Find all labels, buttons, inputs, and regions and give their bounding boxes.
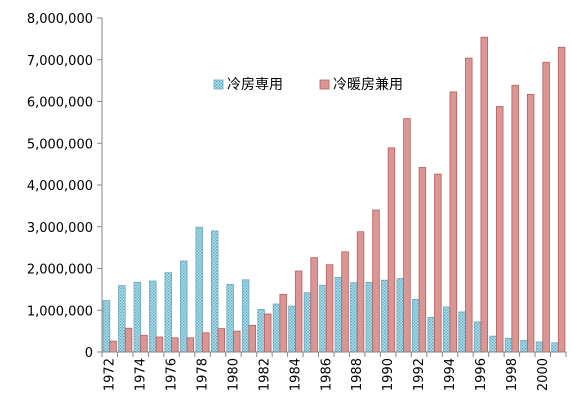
y-axis: 0 1,000,000 2,000,000 3,000,000 4,000,000 5,0… bbox=[27, 12, 103, 361]
x-tick-label: 2000 bbox=[536, 358, 551, 391]
bar-cooling-heating-1983 bbox=[279, 293, 287, 353]
bars bbox=[102, 36, 566, 353]
bar-cooling-heating-1989 bbox=[372, 209, 380, 353]
x-tick-label: 1992 bbox=[412, 358, 427, 391]
bar-cooling-only-1998 bbox=[504, 337, 513, 353]
y-tick-label: 2,000,000 bbox=[27, 263, 93, 278]
bar-cooling-only-1986 bbox=[319, 284, 327, 353]
bar-cooling-heating-2000 bbox=[542, 61, 550, 353]
bar-cooling-only-1978 bbox=[195, 226, 203, 353]
bar-cooling-only-1977 bbox=[180, 260, 188, 353]
bar-cooling-only-1999 bbox=[520, 339, 528, 353]
bar-cooling-heating-1973 bbox=[124, 327, 133, 353]
bar-cooling-heating-1994 bbox=[449, 91, 458, 353]
bar-cooling-heating-1998 bbox=[511, 84, 519, 353]
bar-cooling-only-1997 bbox=[489, 335, 497, 353]
y-tick-label: 6,000,000 bbox=[27, 96, 93, 111]
bar-cooling-only-1995 bbox=[458, 311, 466, 353]
x-tick-label: 1996 bbox=[474, 358, 489, 391]
bar-cooling-only-1980 bbox=[226, 283, 234, 353]
y-tick-label: 3,000,000 bbox=[27, 221, 93, 236]
bar-cooling-only-1994 bbox=[442, 306, 451, 353]
bar-cooling-only-1979 bbox=[210, 230, 219, 353]
bar-cooling-heating-1996 bbox=[480, 36, 488, 353]
bar-cooling-heating-1980 bbox=[233, 330, 241, 353]
y-tick-label: 4,000,000 bbox=[27, 179, 93, 194]
bar-cooling-heating-1987 bbox=[341, 251, 349, 353]
x-tick-label: 1994 bbox=[443, 358, 458, 391]
y-tick-label: 0 bbox=[85, 346, 93, 361]
bar-cooling-only-1981 bbox=[241, 279, 250, 353]
bar-cooling-heating-1977 bbox=[186, 337, 195, 353]
x-tick-label: 1976 bbox=[165, 358, 180, 391]
bar-cooling-heating-1972 bbox=[109, 340, 117, 353]
bar-cooling-only-2001 bbox=[551, 342, 559, 353]
bar-cooling-only-2000 bbox=[535, 341, 544, 353]
bar-cooling-only-1972 bbox=[102, 300, 111, 353]
bar-cooling-only-1983 bbox=[272, 303, 281, 353]
bar-cooling-only-1973 bbox=[118, 285, 126, 353]
bar-cooling-heating-1992 bbox=[418, 167, 427, 353]
bar-cooling-only-1993 bbox=[427, 316, 435, 353]
x-tick-label: 1982 bbox=[257, 358, 272, 391]
legend-swatch-cooling-only bbox=[213, 79, 224, 90]
x-tick-label: 1974 bbox=[134, 358, 149, 391]
bar-cooling-only-1987 bbox=[334, 276, 343, 353]
legend-label-cooling-heating: 冷暖房兼用 bbox=[333, 77, 403, 93]
y-tick-label: 7,000,000 bbox=[27, 54, 93, 69]
bar-cooling-heating-2001 bbox=[557, 46, 566, 353]
legend: 冷房専用 冷暖房兼用 bbox=[213, 77, 403, 93]
bar-cooling-heating-1988 bbox=[356, 231, 365, 353]
bar-cooling-heating-1999 bbox=[526, 94, 535, 353]
legend-label-cooling-only: 冷房専用 bbox=[227, 77, 283, 93]
legend-swatch-cooling-heating bbox=[319, 79, 330, 90]
bar-cooling-heating-1990 bbox=[387, 147, 396, 353]
bar-cooling-only-1975 bbox=[149, 280, 157, 353]
bar-cooling-only-1996 bbox=[473, 321, 482, 353]
bar-cooling-only-1976 bbox=[164, 272, 172, 353]
bar-cooling-heating-1978 bbox=[202, 332, 210, 353]
bar-cooling-heating-1984 bbox=[294, 270, 303, 353]
bar-cooling-heating-1976 bbox=[171, 337, 179, 353]
y-tick-label: 8,000,000 bbox=[27, 12, 93, 27]
bar-cooling-heating-1993 bbox=[434, 173, 442, 353]
x-tick-label: 1986 bbox=[319, 358, 334, 391]
y-tick-label: 1,000,000 bbox=[27, 304, 93, 319]
bar-cooling-heating-1979 bbox=[217, 328, 226, 353]
x-axis: 1972 1974 1976 1978 1980 1982 1984 1986 1988 1990… bbox=[101, 351, 567, 391]
bar-cooling-only-1982 bbox=[257, 309, 265, 353]
bar-cooling-heating-1981 bbox=[248, 324, 256, 353]
x-tick-label: 1988 bbox=[350, 358, 365, 391]
x-tick-label: 1998 bbox=[505, 358, 520, 391]
bar-cooling-only-1989 bbox=[365, 281, 374, 353]
bar-cooling-heating-1997 bbox=[495, 106, 504, 353]
bar-cooling-heating-1982 bbox=[263, 313, 272, 353]
bar-cooling-heating-1995 bbox=[465, 57, 473, 353]
bar-cooling-only-1991 bbox=[396, 278, 405, 353]
bar-cooling-heating-1991 bbox=[403, 118, 411, 353]
x-tick-label: 1978 bbox=[196, 358, 211, 391]
x-tick-label: 1980 bbox=[226, 358, 241, 391]
bar-cooling-only-1992 bbox=[412, 298, 420, 353]
bar-cooling-heating-1974 bbox=[140, 334, 148, 353]
bar-cooling-heating-1986 bbox=[325, 264, 334, 353]
y-tick-label: 5,000,000 bbox=[27, 137, 93, 152]
bar-cooling-only-1974 bbox=[133, 281, 142, 353]
x-tick-label: 1984 bbox=[288, 358, 303, 391]
bar-cooling-heating-1985 bbox=[310, 257, 318, 353]
bar-cooling-heating-1975 bbox=[155, 336, 164, 353]
x-tick-label: 1990 bbox=[381, 358, 396, 391]
bar-cooling-only-1985 bbox=[303, 292, 312, 353]
bar-cooling-only-1990 bbox=[381, 279, 389, 353]
bar-cooling-only-1988 bbox=[350, 282, 358, 353]
bar-cooling-only-1984 bbox=[288, 305, 296, 353]
x-tick-label: 1972 bbox=[103, 358, 118, 391]
